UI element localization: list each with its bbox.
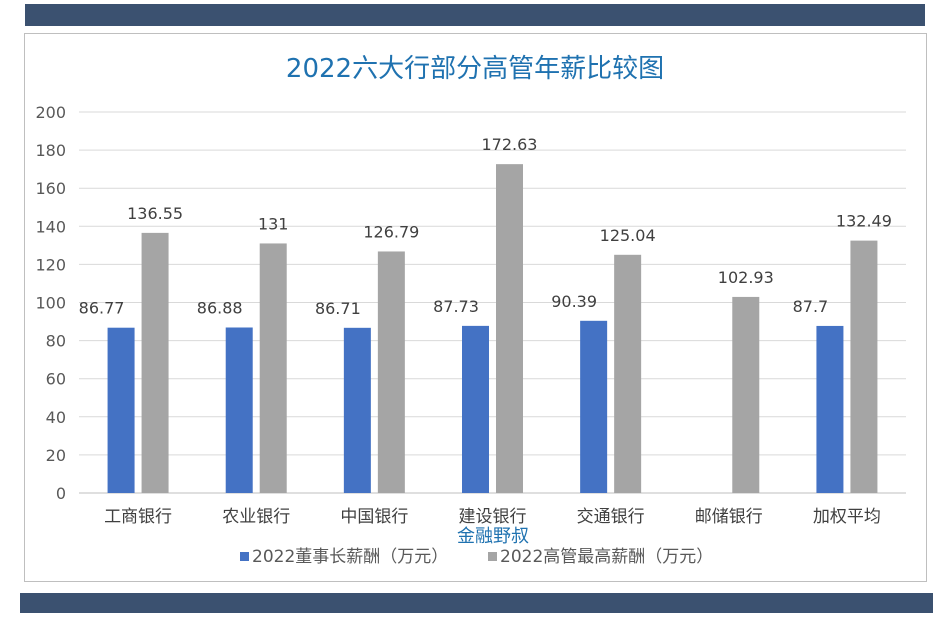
y-tick-label: 60 <box>46 370 66 389</box>
data-label: 136.55 <box>127 204 183 223</box>
y-tick-label: 40 <box>46 408 66 427</box>
category-label: 建设银行 <box>459 507 527 527</box>
y-tick-label: 120 <box>35 255 66 274</box>
bar-top-executive-salary <box>850 240 878 493</box>
category-label: 加权平均 <box>813 507 881 527</box>
data-label: 131 <box>258 214 289 233</box>
category-labels: 工商银行 农业银行 中国银行 建设银行 交通银行 邮储银行 加权平均 <box>104 507 881 527</box>
category-label: 邮储银行 <box>695 507 763 527</box>
data-label: 87.73 <box>433 297 479 316</box>
y-tick-label: 200 <box>35 103 66 122</box>
chart-title: 2022六大行部分高管年薪比较图 <box>286 54 664 84</box>
data-label: 87.7 <box>793 297 829 316</box>
y-tick-label: 80 <box>46 332 66 351</box>
bar-chairman-salary <box>225 327 253 493</box>
category-label: 工商银行 <box>104 507 172 527</box>
y-tick-label: 20 <box>46 446 66 465</box>
y-tick-label: 100 <box>35 294 66 313</box>
data-label: 132.49 <box>836 212 892 231</box>
data-labels: 86.77 136.55 86.88 131 86.71 126.79 87.73 172.6… <box>79 135 892 318</box>
bar-chairman-salary <box>580 320 608 493</box>
bars <box>107 164 878 494</box>
y-tick-label: 180 <box>35 141 66 160</box>
data-label: 86.71 <box>315 299 361 318</box>
legend-label: 2022高管最高薪酬（万元） <box>500 547 713 567</box>
data-label: 90.39 <box>551 292 597 311</box>
bar-top-executive-salary <box>259 243 287 493</box>
y-tick-label: 0 <box>56 484 66 503</box>
y-tick-label: 160 <box>35 179 66 198</box>
data-label: 102.93 <box>718 268 774 287</box>
data-label: 125.04 <box>600 226 656 245</box>
bar-top-executive-salary <box>377 251 405 493</box>
bar-chairman-salary <box>462 325 489 493</box>
y-tick-label: 140 <box>35 217 66 236</box>
data-label: 172.63 <box>482 135 538 154</box>
gridlines <box>79 111 906 494</box>
legend-swatch <box>240 552 249 561</box>
bar-top-executive-salary <box>732 296 760 493</box>
data-label: 86.77 <box>79 299 125 318</box>
data-label: 126.79 <box>363 222 419 241</box>
legend-swatch <box>488 552 497 561</box>
legend-label: 2022董事长薪酬（万元） <box>252 547 448 567</box>
bar-top-executive-salary <box>614 254 642 493</box>
legend: 2022董事长薪酬（万元） 2022高管最高薪酬（万元） <box>240 547 713 567</box>
category-label: 中国银行 <box>340 507 408 527</box>
y-axis-ticks: 0 20 40 60 80 100 120 140 160 180 200 <box>35 103 66 503</box>
bar-chairman-salary <box>343 327 371 493</box>
bar-top-executive-salary <box>141 232 169 493</box>
category-label: 农业银行 <box>222 507 290 527</box>
bottom-decorative-band <box>20 593 933 613</box>
bar-top-executive-salary <box>496 164 523 494</box>
bar-chairman-salary <box>816 325 844 493</box>
bar-chairman-salary <box>107 327 135 493</box>
watermark-text: 金融野叔 <box>457 526 529 547</box>
top-decorative-band <box>25 4 925 26</box>
data-label: 86.88 <box>197 298 243 317</box>
category-label: 交通银行 <box>577 507 645 527</box>
